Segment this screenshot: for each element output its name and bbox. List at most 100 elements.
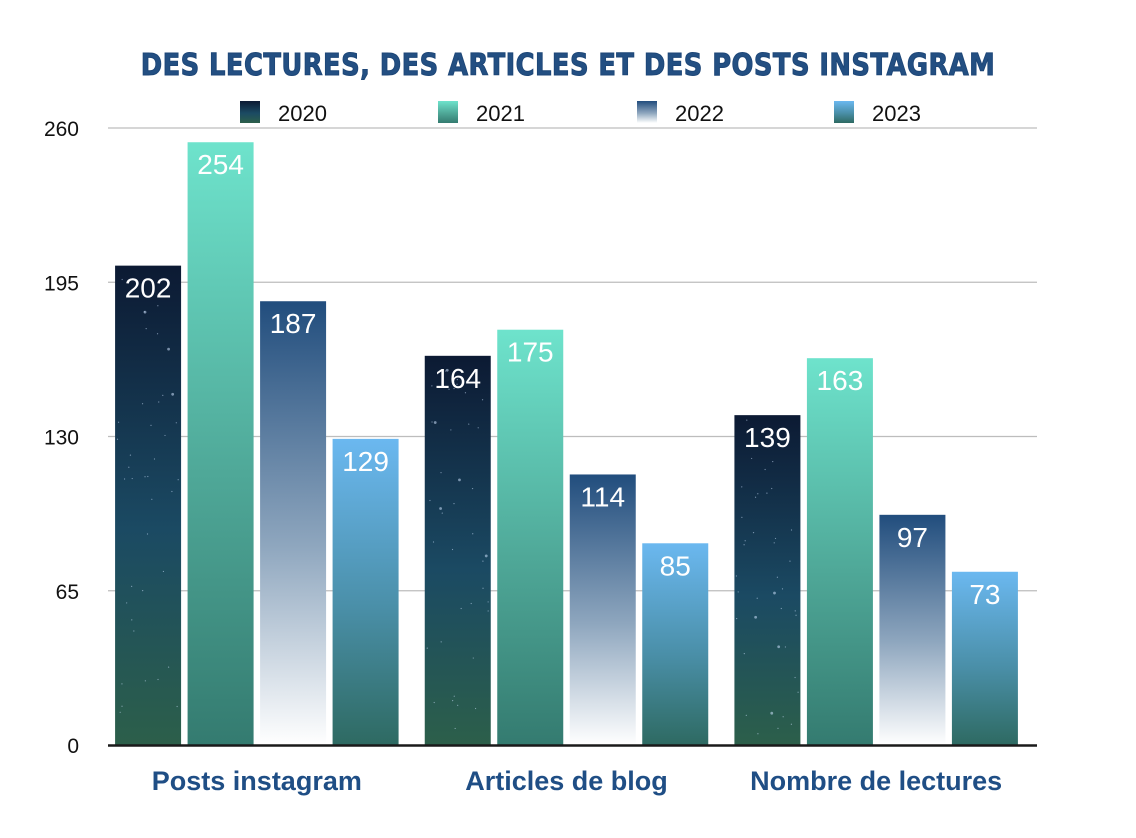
- star-dot: [777, 645, 781, 649]
- star-dot: [131, 477, 133, 480]
- star-dot: [162, 570, 165, 573]
- star-texture: [116, 278, 799, 735]
- star-dot: [471, 487, 474, 490]
- star-dot: [167, 347, 170, 351]
- star-dot: [743, 653, 745, 655]
- star-dot: [121, 705, 123, 707]
- star-dot: [440, 472, 442, 474]
- star-dot: [145, 328, 147, 330]
- bar-value-label: 85: [660, 550, 691, 581]
- star-dot: [790, 529, 793, 531]
- star-dot: [158, 401, 160, 403]
- star-dot: [116, 438, 119, 440]
- x-category-label: Nombre de lectures: [750, 766, 1002, 796]
- star-dot: [177, 479, 179, 481]
- legend-label: 2023: [872, 101, 921, 126]
- legend-label: 2022: [675, 101, 724, 126]
- bar-2020-1: [424, 355, 491, 745]
- star-dot: [454, 727, 456, 730]
- star-dot: [470, 602, 472, 605]
- star-dot: [474, 707, 477, 710]
- star-dot: [121, 683, 123, 685]
- star-dot: [746, 419, 748, 421]
- star-dot: [472, 657, 474, 659]
- bar-2023-1: [642, 543, 709, 745]
- legend-swatch-2020: [240, 101, 260, 123]
- star-dot: [772, 460, 774, 463]
- bar-value-label: 129: [342, 446, 389, 477]
- star-dot: [176, 705, 178, 708]
- bar-2020-0: [115, 265, 182, 745]
- star-dot: [143, 311, 146, 313]
- star-dot: [171, 392, 175, 396]
- bar-value-label: 163: [817, 365, 864, 396]
- star-dot: [777, 727, 779, 729]
- star-dot: [774, 537, 777, 540]
- star-dot: [164, 434, 166, 437]
- star-dot: [445, 368, 449, 372]
- star-dot: [431, 421, 433, 423]
- star-dot: [131, 619, 133, 621]
- star-dot: [150, 424, 152, 426]
- y-tick-label: 130: [44, 427, 79, 450]
- bar-value-label: 139: [744, 422, 791, 453]
- bar-labels: 202 254 187 129 164 175 114 85 139 163 97 73: [125, 149, 1001, 610]
- star-dot: [784, 646, 787, 648]
- legend-swatch-2023: [834, 101, 854, 123]
- star-dot: [481, 399, 484, 401]
- star-dot: [119, 711, 121, 713]
- star-dot: [156, 333, 159, 335]
- bar-value-label: 73: [969, 579, 1000, 610]
- star-dot: [147, 475, 149, 478]
- star-dot: [751, 457, 753, 460]
- star-dot: [440, 641, 442, 643]
- star-dot: [795, 614, 797, 616]
- star-dot: [141, 403, 144, 405]
- star-dot: [146, 533, 149, 535]
- star-dot: [757, 493, 759, 495]
- star-dot: [487, 610, 489, 612]
- star-dot: [126, 602, 128, 604]
- star-dot: [460, 607, 462, 610]
- x-category-label: Articles de blog: [465, 766, 668, 796]
- star-dot: [456, 379, 458, 381]
- star-dot: [128, 466, 130, 468]
- bar-value-label: 187: [270, 308, 317, 339]
- star-dot: [743, 544, 745, 546]
- star-dot: [439, 507, 442, 510]
- star-dot: [144, 680, 146, 682]
- star-dot: [735, 575, 738, 577]
- star-dot: [453, 502, 455, 505]
- star-dot: [133, 630, 135, 632]
- star-dot: [448, 388, 450, 390]
- star-dot: [457, 704, 459, 706]
- bar-value-label: 114: [580, 481, 625, 512]
- y-tick-label: 260: [44, 118, 79, 141]
- star-dot: [445, 370, 447, 372]
- star-dot: [472, 533, 474, 535]
- star-dot: [162, 394, 164, 396]
- star-dot: [468, 423, 470, 425]
- star-dot: [773, 591, 776, 595]
- legend-swatch-2022: [637, 101, 657, 123]
- y-tick-label: 0: [67, 735, 79, 758]
- x-category-label: Posts instagram: [152, 766, 362, 796]
- star-dot: [117, 421, 120, 423]
- star-dot: [764, 468, 766, 471]
- bar-2020-2: [734, 415, 801, 745]
- star-dot: [790, 723, 793, 725]
- bar-2022-2: [879, 514, 946, 745]
- star-dot: [744, 540, 746, 542]
- bar-2023-0: [332, 438, 399, 745]
- star-dot: [745, 714, 747, 716]
- star-dot: [171, 490, 173, 493]
- y-tick-label: 65: [56, 581, 79, 604]
- legend-swatch-2021: [438, 101, 458, 123]
- star-dot: [453, 387, 455, 390]
- bar-value-label: 175: [507, 337, 554, 368]
- star-dot: [757, 733, 759, 735]
- star-dot: [131, 585, 133, 587]
- category-labels: Posts instagram Articles de blog Nombre de…: [152, 766, 1002, 796]
- star-dot: [752, 532, 755, 534]
- star-dot: [754, 615, 758, 619]
